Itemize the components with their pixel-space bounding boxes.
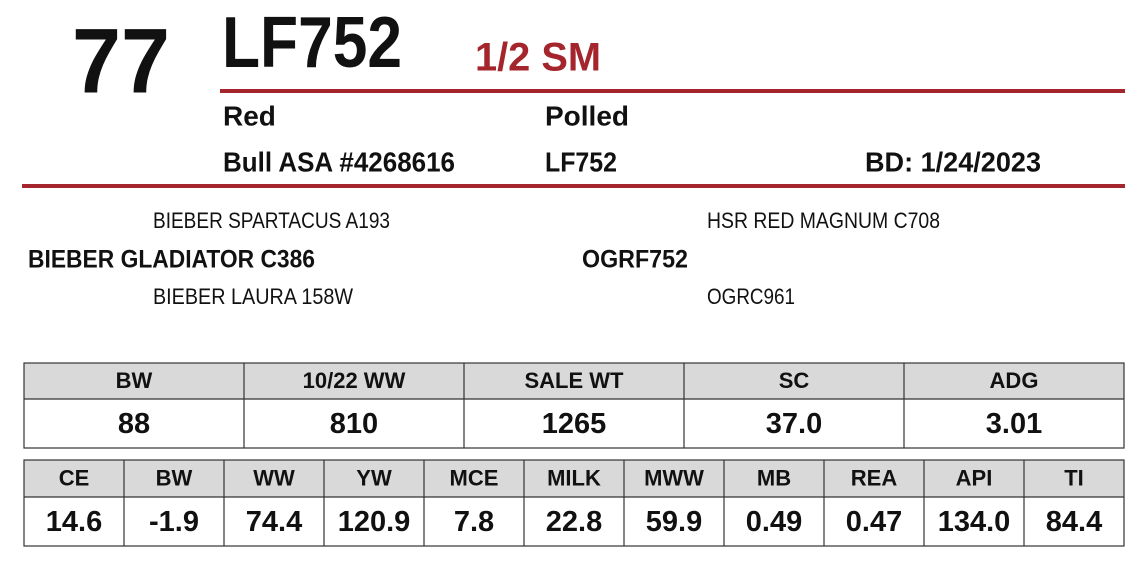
- pedigree-sire-dam: BIEBER LAURA 158W: [153, 284, 353, 309]
- tattoo: LF752: [545, 146, 617, 177]
- column-header: MB: [757, 465, 791, 490]
- pedigree-sire-sire: BIEBER SPARTACUS A193: [153, 208, 390, 233]
- cell-value: 88: [118, 408, 150, 440]
- column-header: MWW: [644, 465, 704, 490]
- column-header: 10/22 WW: [303, 368, 406, 393]
- pedigree-sire: BIEBER GLADIATOR C386: [28, 246, 315, 274]
- column-header: MCE: [450, 465, 499, 490]
- table-border: [23, 459, 1125, 547]
- cell-value: 14.6: [46, 506, 102, 538]
- pedigree-dam-dam: OGRC961: [707, 284, 795, 309]
- registration: Bull ASA #4268616: [223, 146, 455, 177]
- table-border: [23, 362, 1125, 449]
- cell-value: 7.8: [454, 506, 494, 538]
- column-header: MILK: [547, 465, 601, 490]
- divider: [22, 184, 1125, 188]
- column-header: WW: [253, 465, 295, 490]
- cell-value: 3.01: [986, 408, 1042, 440]
- cell-value: 134.0: [938, 506, 1011, 538]
- cell-value: 810: [330, 408, 378, 440]
- cell-value: 22.8: [546, 506, 602, 538]
- cell-value: 1265: [542, 408, 607, 440]
- divider: [220, 89, 1125, 93]
- cell-value: 0.47: [846, 506, 902, 538]
- cell-value: 74.4: [246, 506, 302, 538]
- column-header: SALE WT: [525, 368, 625, 393]
- column-header: TI: [1064, 465, 1084, 490]
- column-header: SC: [779, 368, 810, 393]
- cell-value: 37.0: [766, 408, 822, 440]
- table-header-bg: [24, 460, 1124, 497]
- cell-value: 84.4: [1046, 506, 1102, 538]
- column-header: REA: [851, 465, 898, 490]
- column-header: ADG: [990, 368, 1039, 393]
- horn-status: Polled: [545, 100, 629, 131]
- column-header: CE: [59, 465, 90, 490]
- lot-number: 77: [72, 10, 170, 112]
- animal-name: LF752: [222, 3, 402, 83]
- cell-value: -1.9: [149, 506, 199, 538]
- breed: 1/2 SM: [475, 36, 601, 80]
- color: Red: [223, 100, 276, 131]
- cell-value: 0.49: [746, 506, 802, 538]
- column-header: BW: [156, 465, 193, 490]
- column-header: YW: [356, 465, 392, 490]
- pedigree-dam: OGRF752: [582, 246, 688, 274]
- table-header-bg: [24, 363, 1124, 399]
- cell-value: 59.9: [646, 506, 702, 538]
- pedigree-dam-sire: HSR RED MAGNUM C708: [707, 208, 940, 233]
- birthdate: BD: 1/24/2023: [865, 146, 1041, 177]
- column-header: API: [956, 465, 993, 490]
- column-header: BW: [116, 368, 153, 393]
- cell-value: 120.9: [338, 506, 411, 538]
